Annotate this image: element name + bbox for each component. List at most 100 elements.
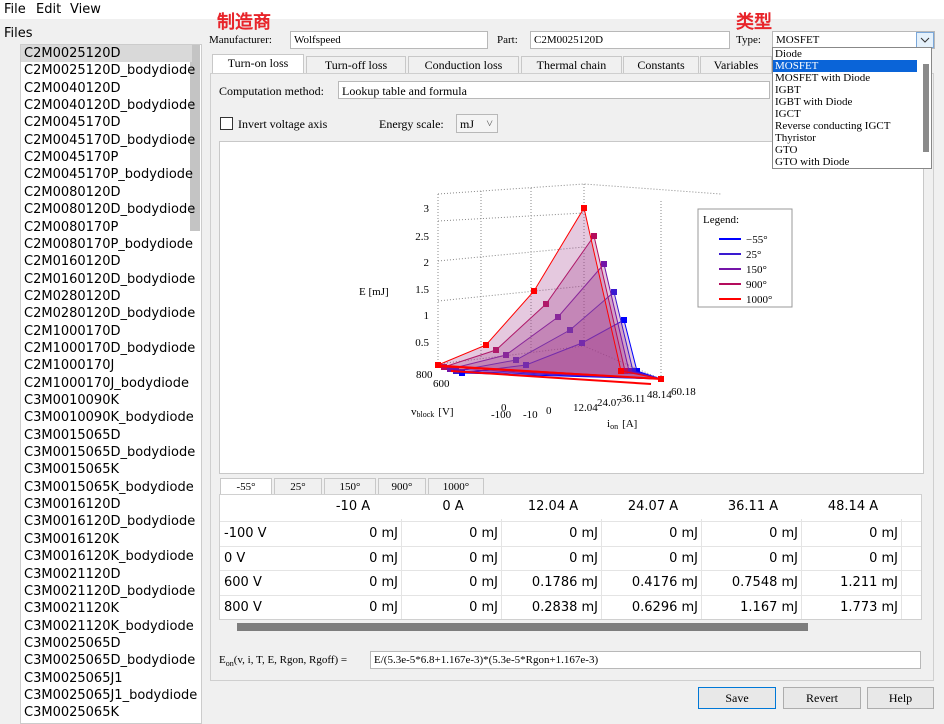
file-item[interactable]: C2M0045170D_bodydiode: [24, 132, 196, 148]
tab[interactable]: Variables: [700, 56, 772, 74]
table-cell: 0 mJ: [869, 550, 898, 566]
legend-label: 150°: [746, 264, 767, 276]
dropdown-option[interactable]: Thyristor: [775, 132, 816, 144]
table-tab[interactable]: -55°: [220, 478, 272, 495]
scrollbar[interactable]: [190, 45, 200, 231]
file-item[interactable]: C2M0160120D: [24, 254, 121, 270]
file-item[interactable]: C2M1000170J: [24, 358, 115, 374]
file-item[interactable]: C2M0160120D_bodydiode: [24, 271, 196, 287]
row-header: 800 V: [224, 599, 262, 615]
file-item[interactable]: C3M0021120D_bodydiode: [24, 583, 196, 599]
file-item[interactable]: C3M0010090K_bodydiode: [24, 410, 194, 426]
dropdown-option[interactable]: IGBT with Diode: [775, 96, 853, 108]
file-item[interactable]: C3M0025065K: [24, 705, 119, 721]
i-tick-label: 60.18: [671, 386, 696, 398]
file-item[interactable]: C2M0040120D: [24, 80, 121, 96]
file-item[interactable]: C3M0025065D_bodydiode: [24, 653, 196, 669]
file-item[interactable]: C2M1000170J_bodydiode: [24, 375, 190, 391]
file-item[interactable]: C2M1000170D: [24, 323, 121, 339]
file-item[interactable]: C3M0016120K: [24, 531, 119, 547]
type-combobox[interactable]: MOSFET: [772, 31, 935, 49]
base-edge: [437, 365, 662, 385]
file-item[interactable]: C3M0025065D: [24, 635, 121, 651]
symbol: i: [607, 418, 610, 430]
file-item[interactable]: C3M0010090K: [24, 393, 119, 408]
file-item[interactable]: C3M0015065K: [24, 462, 119, 478]
dropdown-option[interactable]: IGCT: [775, 108, 801, 120]
tab[interactable]: Conduction loss: [408, 56, 519, 74]
part-input[interactable]: C2M0025120D: [530, 31, 730, 49]
file-item[interactable]: C3M0015065D_bodydiode: [24, 445, 196, 461]
menu-item[interactable]: File: [4, 2, 26, 17]
h-scrollbar[interactable]: [219, 620, 922, 634]
table-tab[interactable]: 1000°: [428, 478, 484, 495]
file-item[interactable]: C3M0016120K_bodydiode: [24, 549, 194, 565]
file-item[interactable]: C2M0280120D: [24, 288, 121, 304]
table-tab[interactable]: 900°: [378, 478, 426, 495]
file-item[interactable]: C2M0025120D: [21, 45, 192, 62]
dropdown-option[interactable]: GTO with Diode: [775, 156, 850, 168]
file-item[interactable]: C3M0025065J1_bodydiode: [24, 687, 198, 703]
button[interactable]: Help: [867, 687, 934, 709]
col-divider: [401, 519, 402, 619]
formula-input[interactable]: E/(5.3e-5*6.8+1.167e-3)*(5.3e-5*Rgon+1.1…: [370, 651, 921, 669]
table-cell: 0 mJ: [669, 550, 698, 566]
dropdown-button[interactable]: [916, 32, 934, 48]
surface-marker: [634, 368, 640, 374]
scroll-thumb[interactable]: [237, 623, 808, 631]
dropdown-option[interactable]: Diode: [775, 48, 802, 60]
column-header: 12.04 A: [527, 499, 579, 514]
file-item[interactable]: C2M0080120D: [24, 184, 121, 200]
surface-marker: [630, 368, 636, 374]
table-cell: 1.167 mJ: [740, 599, 798, 615]
file-item[interactable]: C2M0080120D_bodydiode: [24, 202, 196, 218]
file-item[interactable]: C3M0016120D_bodydiode: [24, 514, 196, 530]
dropdown-option[interactable]: MOSFET: [773, 60, 917, 72]
menu-item[interactable]: View: [70, 2, 101, 17]
file-item[interactable]: C2M0045170P: [24, 150, 119, 166]
file-item[interactable]: C3M0025065J1: [24, 670, 123, 686]
file-item[interactable]: C3M0021120K: [24, 601, 119, 617]
column-header: 60: [904, 499, 921, 514]
file-item[interactable]: C2M0045170D: [24, 115, 121, 131]
tab[interactable]: Thermal chain: [521, 56, 622, 74]
surface-marker: [543, 301, 549, 307]
checkbox-label[interactable]: Invert voltage axis: [238, 117, 328, 131]
table-cell: 0.7548 mJ: [731, 575, 798, 590]
energy-combobox[interactable]: mJ ˅: [456, 114, 498, 133]
file-item[interactable]: C2M0040120D_bodydiode: [24, 98, 196, 114]
manufacturer-input[interactable]: Wolfspeed: [290, 31, 488, 49]
tab[interactable]: Turn-off loss: [306, 56, 406, 74]
tab[interactable]: Turn-on loss: [212, 54, 304, 74]
dropdown-option[interactable]: MOSFET with Diode: [775, 72, 871, 84]
surface-marker: [503, 352, 509, 358]
file-item[interactable]: C2M0025120D_bodydiode: [24, 63, 196, 79]
file-item[interactable]: C2M0045170P_bodydiode: [24, 167, 194, 183]
file-item[interactable]: C3M0021120D: [24, 566, 121, 582]
surface-marker: [531, 288, 537, 294]
axis-label: vblock [V]: [411, 406, 454, 419]
scrollbar: [923, 64, 929, 152]
file-item[interactable]: C2M1000170D_bodydiode: [24, 340, 196, 356]
menu-item[interactable]: Edit: [36, 2, 62, 17]
file-item[interactable]: C3M0015065D: [24, 427, 121, 443]
checkbox[interactable]: [220, 117, 233, 130]
file-item[interactable]: C3M0015065K_bodydiode: [24, 479, 194, 495]
file-item[interactable]: C2M0080170P: [24, 219, 119, 235]
table-tab[interactable]: 25°: [274, 478, 322, 495]
tab[interactable]: Constants: [623, 56, 699, 74]
dropdown-option[interactable]: GTO: [775, 144, 798, 156]
table-tab[interactable]: 150°: [324, 478, 376, 495]
dropdown-option[interactable]: IGBT: [775, 84, 801, 96]
method-combobox[interactable]: Lookup table and formula: [338, 81, 770, 99]
file-item[interactable]: C3M0021120K_bodydiode: [24, 618, 194, 634]
dropdown-option[interactable]: Reverse conducting IGCT: [775, 120, 891, 132]
surface-marker: [483, 342, 489, 348]
file-item[interactable]: C2M0280120D_bodydiode: [24, 306, 196, 322]
button[interactable]: Save: [698, 687, 776, 709]
column-header: 0 A: [442, 499, 464, 514]
button[interactable]: Revert: [783, 687, 861, 709]
file-item[interactable]: C3M0016120D: [24, 497, 121, 513]
legend-label: 1000°: [746, 294, 772, 306]
file-item[interactable]: C2M0080170P_bodydiode: [24, 236, 194, 252]
